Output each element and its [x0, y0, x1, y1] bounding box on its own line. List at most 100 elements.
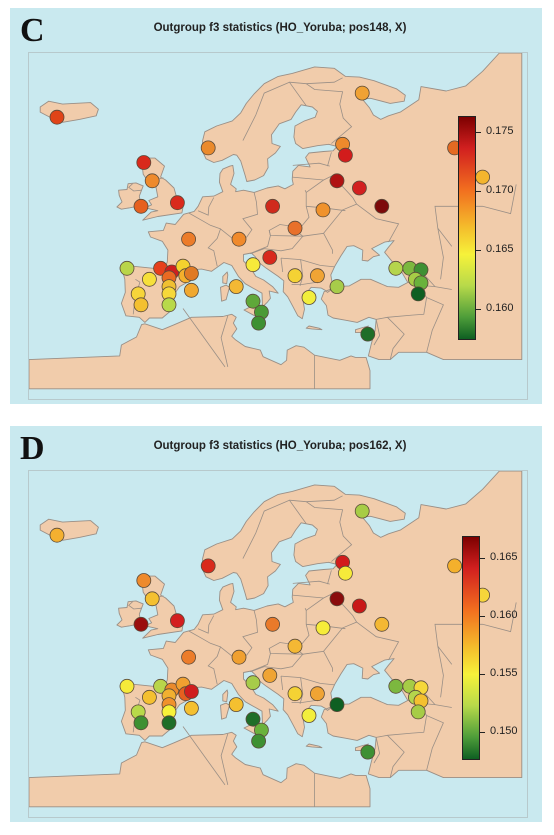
country-border	[220, 733, 229, 785]
country-border	[188, 630, 222, 685]
population-marker	[49, 109, 65, 125]
population-marker	[142, 689, 157, 705]
population-marker	[447, 558, 463, 574]
population-marker	[119, 260, 135, 276]
country-border	[305, 501, 353, 562]
population-marker	[329, 279, 345, 295]
legend-tick	[475, 250, 481, 251]
legend-label: 0.155	[490, 667, 518, 679]
legend-label: 0.160	[486, 302, 514, 314]
population-marker	[309, 686, 325, 702]
population-marker	[142, 271, 157, 287]
population-marker	[287, 638, 303, 654]
country-border	[323, 203, 400, 243]
land-corsica	[222, 271, 229, 285]
population-marker	[144, 591, 160, 607]
country-border	[302, 650, 333, 672]
country-border	[220, 646, 234, 658]
population-marker	[183, 266, 199, 281]
country-border	[305, 83, 353, 144]
population-marker	[245, 675, 261, 691]
country-border	[250, 653, 304, 673]
population-marker	[287, 686, 303, 702]
land-africa	[29, 313, 371, 390]
country-border	[292, 176, 324, 181]
country-border	[289, 77, 343, 85]
population-marker	[133, 616, 149, 632]
population-marker	[329, 591, 345, 607]
legend-tick	[475, 132, 481, 133]
population-marker	[262, 667, 278, 683]
legend-tick	[479, 732, 485, 733]
land-crete	[305, 743, 323, 749]
population-marker	[410, 286, 426, 302]
population-marker	[315, 202, 331, 218]
panel-d: D Outgroup f3 statistics (HO_Yoruba; pos…	[10, 426, 542, 822]
land-sardinia	[220, 284, 230, 302]
population-marker	[351, 598, 367, 614]
europe-map	[29, 471, 527, 817]
population-marker	[133, 715, 149, 731]
country-border	[434, 602, 517, 665]
country-border	[220, 315, 229, 367]
panel-letter: D	[20, 430, 45, 467]
population-marker	[200, 140, 216, 156]
legend-tick	[475, 309, 481, 310]
country-border	[233, 610, 258, 658]
population-marker	[251, 733, 267, 749]
country-border	[182, 726, 226, 786]
population-marker	[301, 708, 317, 723]
population-marker	[388, 260, 404, 276]
population-marker	[231, 649, 247, 665]
country-border	[300, 259, 335, 268]
land-sardinia	[220, 702, 230, 720]
legend-tick	[479, 616, 485, 617]
country-border	[292, 580, 330, 585]
population-marker	[231, 231, 247, 247]
population-marker	[119, 678, 135, 694]
legend-label: 0.170	[486, 184, 514, 196]
population-marker	[354, 503, 370, 519]
country-border	[268, 230, 304, 237]
population-marker	[169, 613, 185, 629]
country-border	[233, 192, 258, 240]
country-border	[242, 81, 307, 141]
population-marker	[262, 249, 278, 265]
population-marker	[183, 684, 199, 699]
panel-letter: C	[20, 12, 45, 49]
population-marker	[181, 649, 197, 665]
population-marker	[374, 616, 390, 632]
population-marker	[374, 198, 390, 214]
color-scale-bar	[462, 536, 480, 760]
map-title: Outgroup f3 statistics (HO_Yoruba; pos14…	[153, 22, 407, 34]
country-border	[128, 183, 142, 192]
country-border	[373, 319, 381, 346]
country-border	[426, 297, 444, 353]
country-border	[250, 235, 304, 255]
country-border	[327, 570, 332, 585]
map-frame	[28, 470, 528, 818]
country-border	[437, 646, 444, 698]
country-border	[302, 232, 333, 254]
country-border	[323, 621, 400, 661]
population-marker	[360, 326, 376, 342]
population-marker	[287, 268, 303, 284]
population-marker	[245, 293, 261, 309]
country-border	[197, 615, 215, 634]
population-marker	[410, 704, 426, 720]
country-border	[426, 715, 444, 771]
population-marker	[309, 268, 325, 284]
population-marker	[245, 257, 261, 273]
country-border	[280, 676, 284, 691]
country-border	[327, 152, 332, 167]
country-border	[188, 212, 222, 267]
population-marker	[351, 180, 367, 196]
legend-tick	[479, 558, 485, 559]
population-marker	[337, 565, 353, 581]
country-border	[437, 228, 444, 280]
panel-c: C Outgroup f3 statistics (HO_Yoruba; pos…	[10, 8, 542, 404]
population-marker	[337, 147, 353, 163]
land-corsica	[222, 689, 229, 703]
map-frame	[28, 52, 528, 400]
country-border	[128, 601, 142, 610]
